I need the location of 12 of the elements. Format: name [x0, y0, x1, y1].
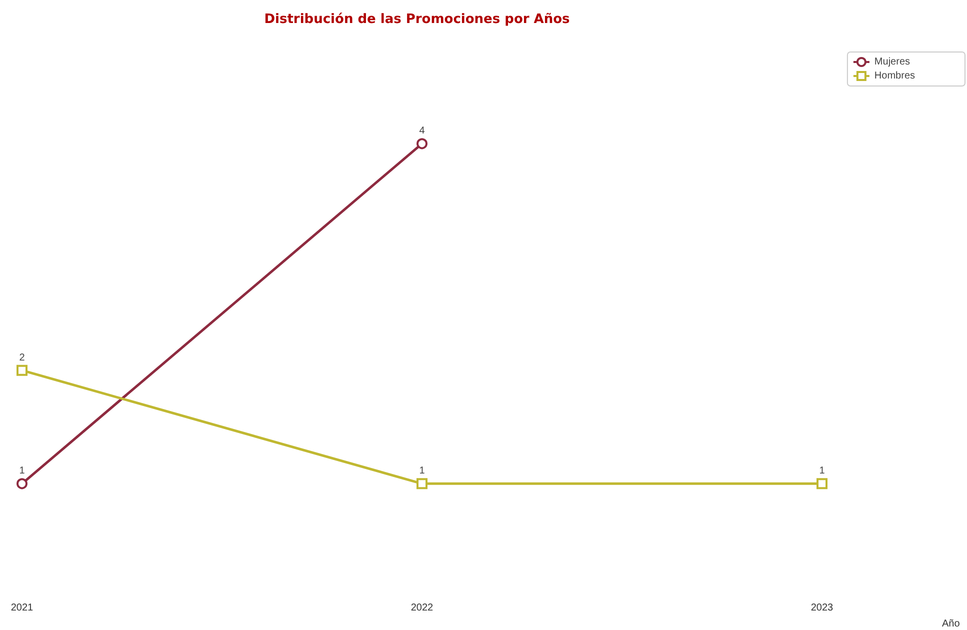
x-tick-label: 2022 [410, 602, 434, 614]
data-label: 1 [819, 466, 826, 477]
x-tick-label: 2021 [10, 602, 34, 614]
legend-label: Hombres [874, 70, 916, 82]
x-tick-label: 2023 [810, 602, 834, 614]
x-axis-title: Año [942, 618, 960, 630]
data-label: 1 [19, 466, 26, 477]
data-label: 1 [419, 466, 426, 477]
chart-title: Distribución de las Promociones por Años [264, 12, 570, 27]
data-label: 4 [419, 126, 426, 137]
legend-label: Mujeres [874, 56, 910, 68]
data-label: 2 [19, 352, 26, 364]
